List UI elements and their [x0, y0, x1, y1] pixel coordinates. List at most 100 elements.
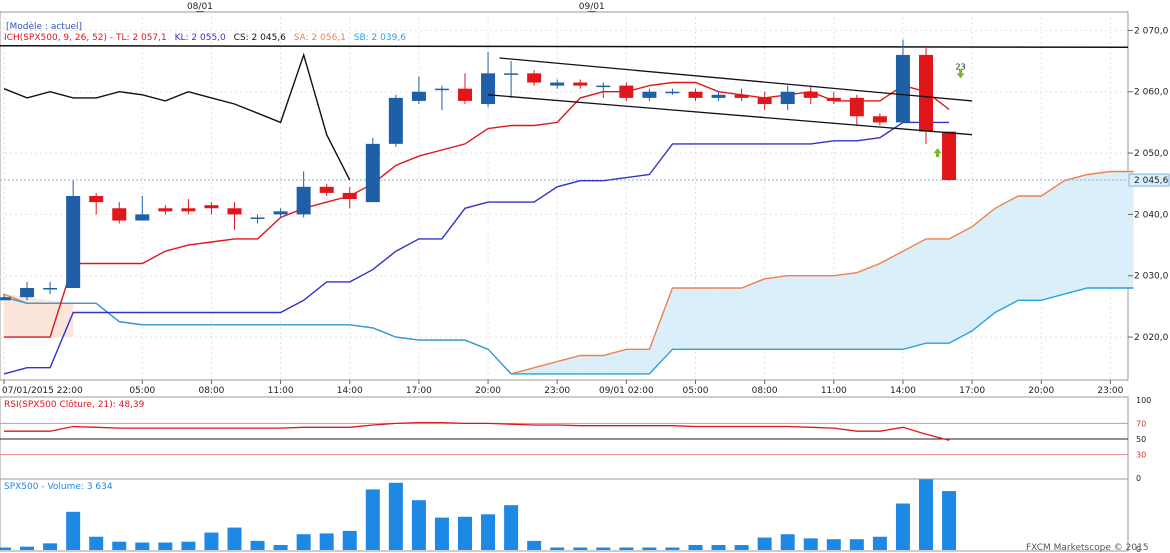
volume-bar[interactable] [711, 545, 726, 550]
candle[interactable] [112, 208, 127, 221]
candle[interactable] [895, 54, 910, 123]
candle[interactable] [273, 211, 288, 215]
candle[interactable] [780, 91, 795, 104]
candle[interactable] [227, 208, 242, 215]
volume-bar[interactable] [158, 542, 173, 550]
candle[interactable] [342, 192, 357, 200]
candle[interactable] [665, 91, 680, 94]
candle[interactable] [66, 196, 81, 288]
volume-bar[interactable] [204, 532, 219, 550]
volume-bar[interactable] [0, 547, 11, 550]
candle[interactable] [757, 97, 772, 104]
candle[interactable] [826, 97, 841, 101]
volume-bar[interactable] [112, 541, 127, 550]
volume-bar[interactable] [319, 533, 334, 550]
volume-bar[interactable] [734, 545, 749, 550]
cloud-segment [787, 275, 811, 350]
volume-bar[interactable] [296, 534, 311, 550]
candle[interactable] [158, 208, 173, 212]
volume-bar[interactable] [872, 536, 887, 550]
candle[interactable] [250, 217, 265, 219]
volume-bar[interactable] [619, 547, 634, 550]
candle[interactable] [319, 186, 334, 193]
volume-bar[interactable] [573, 547, 588, 550]
volume-bar[interactable] [181, 541, 196, 550]
candle[interactable] [803, 91, 818, 98]
candle[interactable] [388, 97, 403, 144]
volume-bar[interactable] [273, 545, 288, 550]
trendline[interactable] [487, 94, 973, 136]
candle[interactable] [527, 73, 542, 83]
candle[interactable] [434, 88, 449, 91]
volume-bar[interactable] [250, 540, 265, 550]
candle[interactable] [642, 91, 657, 98]
candle[interactable] [849, 97, 864, 117]
rsi-panel-frame [0, 396, 1129, 480]
candle[interactable] [0, 297, 11, 301]
candle[interactable] [872, 116, 887, 123]
volume-bar[interactable] [550, 547, 565, 550]
candle[interactable] [458, 88, 472, 101]
candle[interactable] [181, 208, 196, 212]
volume-bar[interactable] [665, 547, 680, 550]
volume-bar[interactable] [365, 489, 380, 550]
volume-panel: 0 [0, 479, 1141, 553]
candle[interactable] [20, 288, 35, 298]
volume-bar[interactable] [688, 545, 703, 550]
volume-bar[interactable] [919, 479, 933, 550]
candle[interactable] [688, 91, 703, 98]
volume-bar[interactable] [458, 516, 472, 550]
volume-bar[interactable] [135, 542, 150, 550]
volume-bar[interactable] [89, 536, 104, 550]
candle[interactable] [43, 288, 58, 290]
candle[interactable] [619, 85, 634, 98]
rsi-tick-label: 30 [1136, 451, 1146, 460]
current-price-label: 2 045,6 [1134, 176, 1169, 186]
volume-bar[interactable] [942, 491, 957, 550]
cloud-segment [810, 275, 834, 350]
trendline-drawings[interactable]: 23 [487, 57, 973, 158]
arrow-count-label: 23 [955, 62, 965, 71]
horizontal-drawing-line[interactable] [0, 44, 1129, 48]
volume-bar[interactable] [803, 538, 818, 550]
candle[interactable] [135, 214, 150, 221]
volume-bar[interactable] [388, 482, 403, 550]
volume-bar[interactable] [596, 547, 611, 550]
volume-bar[interactable] [227, 527, 242, 550]
volume-bar[interactable] [527, 540, 542, 550]
volume-bar[interactable] [849, 539, 864, 550]
candlesticks[interactable] [0, 39, 957, 301]
volume-bar[interactable] [43, 543, 58, 550]
price-axis: 2 020,0 2 030,0 2 040,0 2 050,0 2 060,0 2 070… [1128, 26, 1170, 343]
volume-bar[interactable] [504, 505, 519, 550]
volume-bar[interactable] [481, 514, 496, 550]
volume-bar[interactable] [895, 503, 910, 550]
candle[interactable] [573, 82, 588, 86]
cloud-segment [626, 349, 650, 374]
volume-bar[interactable] [826, 539, 841, 550]
volume-bar[interactable] [434, 517, 449, 550]
volume-bar[interactable] [757, 537, 772, 550]
candle[interactable] [919, 54, 933, 132]
candle[interactable] [481, 73, 496, 104]
volume-bar[interactable] [20, 546, 35, 550]
candle[interactable] [204, 205, 219, 209]
volume-bar[interactable] [66, 511, 81, 550]
candle[interactable] [296, 186, 311, 215]
candle[interactable] [504, 73, 519, 75]
candle[interactable] [942, 131, 957, 181]
volume-bar[interactable] [411, 500, 426, 550]
candle[interactable] [411, 91, 426, 101]
trendline[interactable] [499, 57, 973, 102]
time-tick-label: 05:00 [129, 386, 155, 396]
candle[interactable] [596, 85, 611, 88]
candle[interactable] [89, 196, 104, 203]
candle[interactable] [711, 94, 726, 98]
volume-bar[interactable] [342, 530, 357, 550]
candle[interactable] [365, 143, 380, 203]
volume-bar[interactable] [780, 534, 795, 550]
candle[interactable] [734, 94, 749, 98]
volume-bar[interactable] [642, 547, 657, 550]
candle[interactable] [550, 82, 565, 86]
